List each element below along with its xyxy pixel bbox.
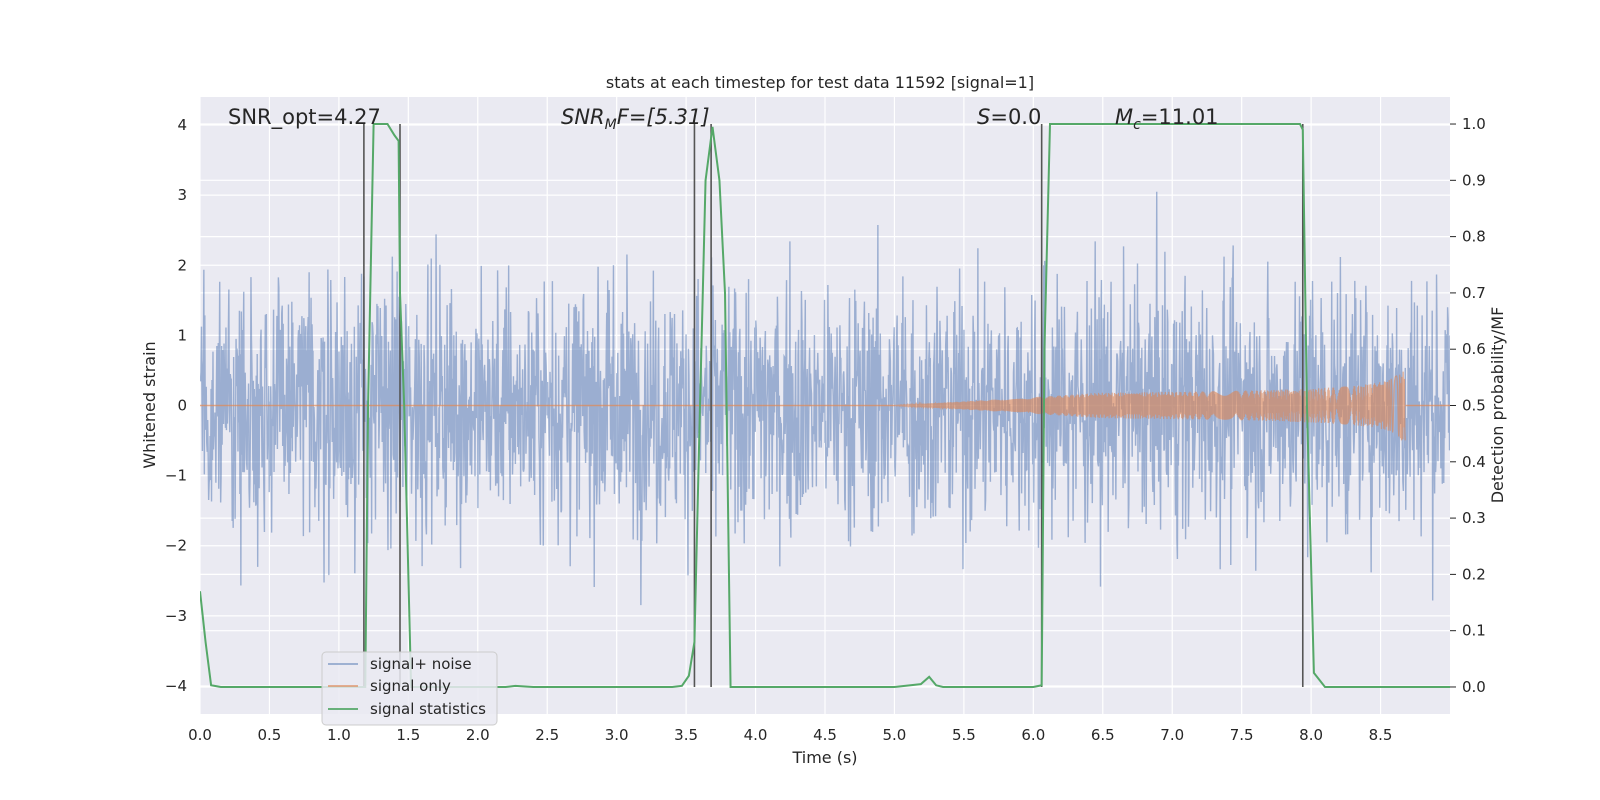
signal-statistics-series [200,123,1450,688]
y-tick-label: −4 [165,677,187,695]
mc-italic: M [1115,105,1133,129]
s-italic: S [977,105,990,129]
legend-label-stats: signal statistics [370,700,486,718]
x-tick-label: 3.0 [605,726,629,744]
x-tick-label: 7.5 [1230,726,1254,744]
s-rest: =0.0 [990,105,1041,129]
right-y-tick-label: 0.8 [1462,228,1486,246]
x-tick-label: 6.0 [1021,726,1045,744]
right-y-tick-label: 0.2 [1462,565,1486,583]
y-tick-label: 1 [177,326,187,344]
x-tick-label: 0.0 [188,726,212,744]
snr-mf-annotation: SNRMF=[5.31] [561,105,710,133]
x-tick-label: 5.5 [952,726,976,744]
right-y-tick-label: 0.6 [1462,340,1486,358]
plot-area [199,97,1450,714]
x-axis-label: Time (s) [791,748,857,767]
x-tick-label: 3.5 [674,726,698,744]
snr-mf-rest: F=[5.31] [617,105,710,129]
legend-label-signal: signal only [370,677,451,695]
right-y-tick-label: 0.9 [1462,171,1486,189]
right-y-tick-label: 0.3 [1462,509,1486,527]
x-tick-label: 2.5 [535,726,559,744]
y-tick-label: 3 [177,186,187,204]
x-tick-label: 1.5 [396,726,420,744]
x-tick-label: 4.5 [813,726,837,744]
snr-mf-subscript: M [605,117,617,133]
legend-label-noise: signal+ noise [370,655,472,673]
legend: signal+ noise signal only signal statist… [321,651,498,726]
signal-only-line [894,371,1406,441]
y-tick-label: −1 [165,467,187,485]
x-tick-label: 4.0 [744,726,768,744]
x-tick-label: 7.0 [1160,726,1184,744]
s-annotation: S=0.0 [977,105,1041,129]
signal-only-series [200,371,1450,441]
right-y-tick-label: 0.5 [1462,397,1486,415]
y-tick-label: 0 [177,397,187,415]
x-tick-label: 8.5 [1369,726,1393,744]
y-tick-label: −3 [165,607,187,625]
mc-rest: =11.01 [1141,105,1219,129]
y-axis-ticks: 4 3 2 1 0 −1 −2 −3 −4 [165,116,187,695]
y-axis-label: Whitened strain [140,341,159,468]
x-axis-ticks: 0.0 0.5 1.0 1.5 2.0 2.5 3.0 3.5 4.0 4.5 5.0 5.5 6.0 6… [188,726,1392,744]
x-tick-label: 5.0 [883,726,907,744]
signal-statistics-line [200,123,1450,688]
right-y-tick-label: 1.0 [1462,115,1486,133]
x-tick-label: 2.0 [466,726,490,744]
right-y-tick-label: 0.0 [1462,678,1486,696]
right-y-axis-label: Detection probability/MF [1488,307,1507,504]
x-tick-label: 0.5 [258,726,282,744]
mc-annotation: Mc=11.01 [1115,105,1219,133]
snr-mf-italic: SNR [561,105,605,129]
right-y-tick-label: 0.7 [1462,284,1486,302]
chart-title: stats at each timestep for test data 115… [606,73,1034,92]
y-tick-label: 2 [177,256,187,274]
right-y-tick-label: 0.1 [1462,622,1486,640]
y-tick-label: 4 [177,116,187,134]
legend-box [321,651,498,726]
mc-subscript: c [1133,117,1141,133]
snr-opt-annotation: SNR_opt=4.27 [228,105,381,130]
right-y-axis-ticks: 1.0 0.9 0.8 0.7 0.6 0.5 0.4 0.3 0.2 0.1 0.0 [1450,115,1486,696]
right-y-tick-label: 0.4 [1462,453,1486,471]
x-tick-label: 6.5 [1091,726,1115,744]
x-tick-label: 8.0 [1299,726,1323,744]
y-tick-label: −2 [165,537,187,555]
x-tick-label: 1.0 [327,726,351,744]
